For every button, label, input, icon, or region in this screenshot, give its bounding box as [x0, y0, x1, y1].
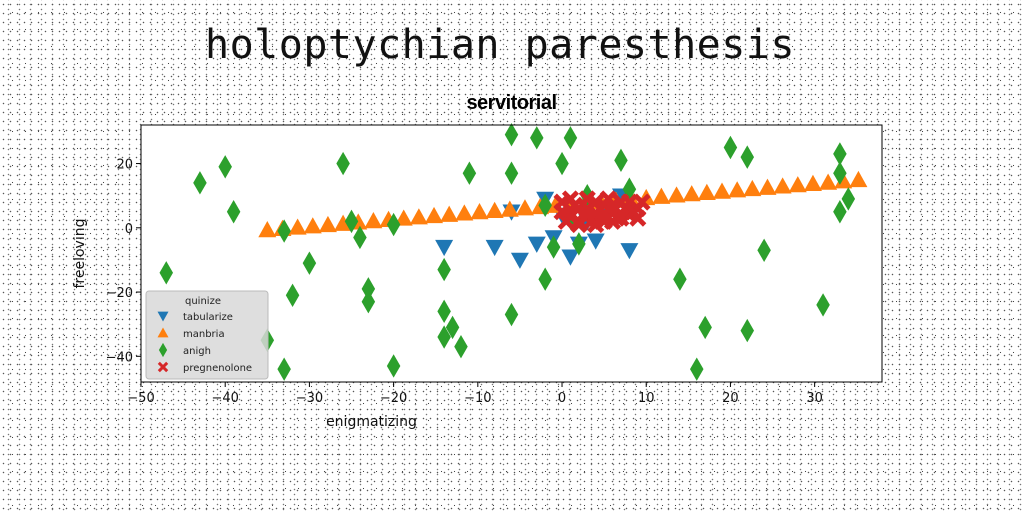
x-tick-label-20: 20	[722, 391, 739, 406]
legend-label-anigh: anigh	[183, 346, 211, 357]
x-tick-label--40: −40	[211, 391, 238, 406]
y-tick-label-0: 0	[125, 222, 133, 237]
x-tick-label-30: 30	[806, 391, 823, 406]
y-tick-label--40: −40	[106, 350, 133, 365]
x-tick-label--30: −30	[296, 391, 323, 406]
chart-title: servitorial	[466, 92, 556, 114]
x-tick-label--10: −10	[464, 391, 491, 406]
legend-label-tabularize: tabularize	[183, 312, 233, 323]
y-axis-label: freeloving	[72, 219, 88, 289]
legend-label-pregnenolone: pregnenolone	[183, 363, 252, 374]
x-axis-label: enigmatizing	[326, 414, 417, 430]
y-tick-label--20: −20	[106, 286, 133, 301]
x-tick-label-0: 0	[558, 391, 566, 406]
x-tick-label--50: −50	[127, 391, 154, 406]
x-tick-label-10: 10	[638, 391, 655, 406]
legend-label-manbria: manbria	[183, 329, 225, 340]
y-tick-label-20: 20	[116, 158, 133, 173]
x-tick-label--20: −20	[380, 391, 407, 406]
legend-title: quinize	[185, 296, 221, 307]
